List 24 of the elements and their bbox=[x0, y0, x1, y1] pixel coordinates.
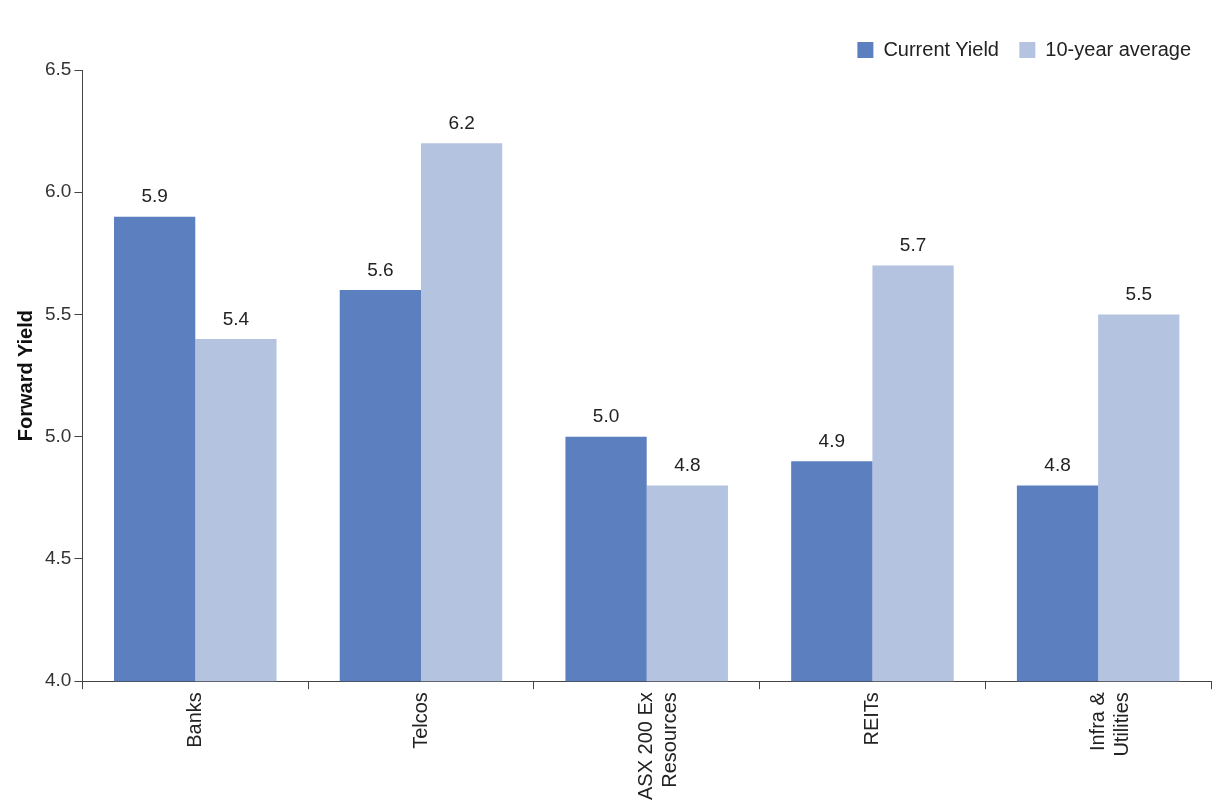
x-tick-label: ASX 200 Ex Resources bbox=[634, 692, 681, 800]
legend-label: 10-year average bbox=[1045, 37, 1192, 60]
data-label: 5.9 bbox=[141, 185, 168, 207]
data-label: 6.2 bbox=[448, 112, 475, 134]
y-tick-label: 4.5 bbox=[44, 547, 72, 569]
x-tick-label: REITs bbox=[859, 692, 882, 746]
y-tick-label: 5.0 bbox=[44, 424, 72, 446]
data-label: 4.8 bbox=[1044, 454, 1071, 476]
data-label: 5.0 bbox=[592, 405, 620, 427]
data-label: 4.9 bbox=[818, 429, 846, 451]
y-tick-label: 6.5 bbox=[44, 58, 72, 80]
data-label: 5.4 bbox=[222, 307, 250, 329]
data-label: 4.8 bbox=[674, 454, 701, 476]
y-tick-label: 5.5 bbox=[44, 302, 72, 324]
data-label: 5.5 bbox=[1125, 283, 1152, 305]
legend-label: Current Yield bbox=[883, 37, 999, 60]
x-tick-label: Infra & Utilities bbox=[1085, 691, 1132, 757]
x-tick-label: Telcos bbox=[408, 692, 431, 749]
x-tick-label: Banks bbox=[182, 692, 205, 748]
data-label: 5.7 bbox=[899, 234, 927, 256]
y-tick-label: 6.0 bbox=[44, 180, 72, 202]
y-axis-title: Forward Yield bbox=[13, 310, 36, 442]
data-label: 5.6 bbox=[367, 258, 394, 280]
y-tick-label: 4.0 bbox=[44, 669, 72, 691]
